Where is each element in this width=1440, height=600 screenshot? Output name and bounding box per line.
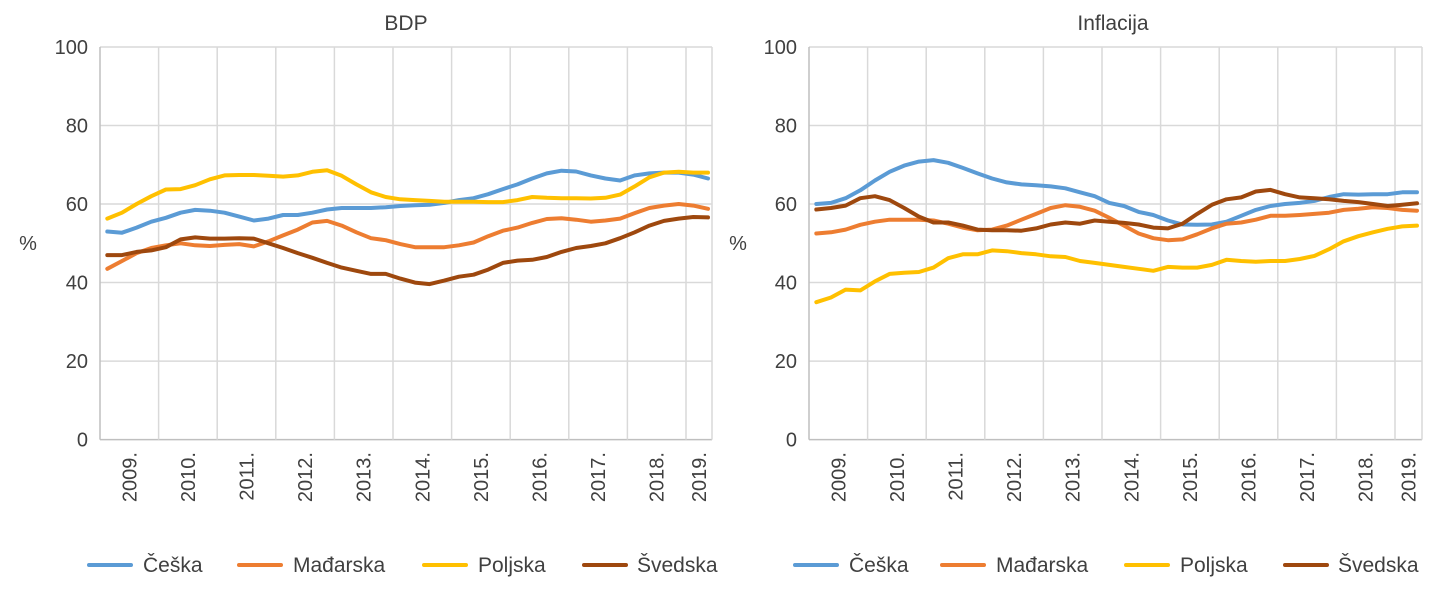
x-tick-label: 2012.: [295, 452, 317, 502]
x-tick-label: 2011.: [237, 452, 259, 501]
series-line-poljska: [814, 223, 1419, 305]
y-tick-label: 0: [786, 430, 797, 452]
x-tick-label: 2018.: [1356, 452, 1378, 502]
x-tick-label: 2016.: [530, 452, 552, 502]
legend-label: Švedska: [1338, 554, 1419, 577]
y-axis-label: %: [729, 233, 747, 255]
series-line-češka: [105, 168, 710, 235]
x-tick-label: 2011.: [946, 452, 968, 501]
y-tick-label: 60: [66, 194, 88, 216]
legend-label: Češka: [849, 554, 909, 577]
chart-title: Inflacija: [1077, 12, 1149, 35]
y-tick-label: 80: [775, 116, 797, 138]
x-tick-label: 2018.: [647, 452, 669, 502]
x-tick-label: 2016.: [1239, 452, 1261, 502]
series-line-češka: [814, 158, 1419, 227]
y-tick-label: 20: [775, 351, 797, 373]
x-tick-label: 2009.: [119, 452, 141, 502]
x-tick-label: 2010.: [887, 452, 909, 502]
legend-label: Poljska: [1180, 554, 1248, 577]
chart-0: BDP% 0 20 40 60 80 100 2009. 2010. 2011. 2012. 2013…: [19, 12, 718, 577]
x-tick-label: 2012.: [1004, 452, 1026, 502]
y-tick-label: 100: [55, 37, 88, 59]
legend-label: Poljska: [478, 554, 546, 577]
x-tick-label: 2019.: [1399, 452, 1421, 502]
y-tick-label: 60: [775, 194, 797, 216]
x-tick-label: 2014.: [412, 452, 434, 502]
legend: Češka Mađarska Poljska Švedska: [87, 554, 718, 577]
y-tick-label: 40: [66, 273, 88, 295]
series-line-švedska: [814, 187, 1419, 233]
x-tick-label: 2017.: [1297, 452, 1319, 502]
series-line-poljska: [105, 168, 710, 221]
x-tick-label: 2015.: [1180, 452, 1202, 502]
x-tick-label: 2013.: [354, 452, 376, 502]
legend-label: Češka: [143, 554, 203, 577]
y-tick-label: 40: [775, 273, 797, 295]
x-tick-label: 2010.: [178, 452, 200, 502]
series-line-mađarska: [105, 202, 710, 271]
series-line-švedska: [105, 215, 710, 287]
x-tick-label: 2009.: [828, 452, 850, 502]
x-tick-label: 2017.: [588, 452, 610, 502]
y-tick-label: 0: [77, 430, 88, 452]
y-tick-label: 100: [764, 37, 797, 59]
legend-label: Mađarska: [996, 554, 1089, 577]
legend-label: Švedska: [637, 554, 718, 577]
legend: Češka Mađarska Poljska Švedska: [793, 554, 1419, 577]
x-tick-label: 2013.: [1063, 452, 1085, 502]
chart-1: Inflacija% 0 20 40 60 80 100 2009. 2010. 2011. 201…: [729, 12, 1423, 577]
x-tick-label: 2019.: [689, 452, 711, 502]
y-tick-label: 20: [66, 351, 88, 373]
x-tick-label: 2014.: [1121, 452, 1143, 502]
x-tick-label: 2015.: [471, 452, 493, 502]
y-axis-label: %: [19, 233, 37, 255]
chart-title: BDP: [384, 12, 427, 35]
legend-label: Mađarska: [293, 554, 386, 577]
y-tick-label: 80: [66, 116, 88, 138]
